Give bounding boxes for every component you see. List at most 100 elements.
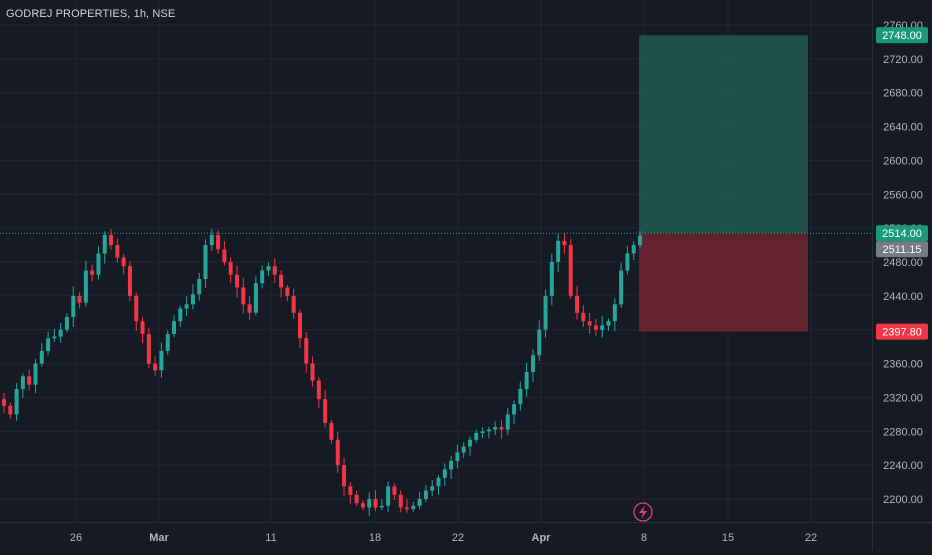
x-tick-label: 22 (452, 532, 464, 544)
lightning-icon-bolt (639, 505, 647, 519)
y-tick-label: 2640.00 (883, 122, 923, 134)
position-zones[interactable] (639, 35, 808, 332)
candle-body (146, 333, 151, 364)
candle-body (386, 486, 391, 506)
candle-body (430, 486, 435, 491)
candle-body (342, 465, 347, 487)
candle-body (39, 350, 44, 364)
candle-body (58, 329, 63, 337)
candle-body (234, 274, 239, 288)
candle-body (285, 287, 290, 296)
y-tick-label: 2280.00 (883, 426, 923, 438)
current-price-label-bg (876, 241, 928, 258)
candle-body (8, 405, 13, 415)
candle-body (253, 283, 258, 313)
candle-body (417, 499, 422, 506)
candle-body (524, 372, 529, 389)
candle-body (178, 308, 183, 322)
candle-body (411, 505, 416, 510)
candle-body (304, 338, 309, 364)
candle-body (593, 325, 598, 330)
candle-body (121, 257, 126, 267)
candle-body (165, 333, 170, 351)
candle-body (398, 494, 403, 508)
candle-body (216, 234, 221, 250)
y-tick-label: 2600.00 (883, 155, 923, 167)
candle-body (2, 399, 6, 406)
candle-body (581, 312, 586, 322)
candle-body (247, 304, 252, 313)
y-tick-label: 2360.00 (883, 359, 923, 371)
y-axis[interactable]: 2760.002720.002680.002640.002600.002560.… (883, 20, 923, 506)
candle-body (46, 338, 51, 351)
candle-body (272, 266, 277, 275)
candle-body (568, 245, 573, 296)
candle-body (159, 350, 164, 371)
candle-body (512, 404, 517, 415)
candle-body (499, 427, 504, 430)
candle-body (241, 287, 246, 305)
lightning-icon[interactable] (633, 502, 653, 522)
candle-body (33, 363, 38, 385)
y-tick-label: 2320.00 (883, 392, 923, 404)
stop-price-label-text: 2397.80 (882, 327, 922, 339)
y-tick-label: 2200.00 (883, 494, 923, 506)
x-tick-label: 15 (722, 532, 734, 544)
candle-body (190, 294, 195, 305)
x-tick-label: Apr (532, 532, 552, 544)
candle-body (405, 507, 410, 510)
y-tick-label: 2720.00 (883, 54, 923, 66)
candle-body (209, 234, 214, 246)
y-tick-label: 2240.00 (883, 460, 923, 472)
candle-body (266, 266, 271, 271)
candle-body (530, 355, 535, 373)
candle-body (549, 262, 554, 296)
y-tick-label: 2560.00 (883, 189, 923, 201)
x-axis[interactable]: 26 Mar 11 18 22 Apr 8 15 22 (70, 532, 817, 544)
lightning-icon-ring (633, 502, 653, 522)
candle-body (134, 295, 139, 322)
candle-body (222, 249, 227, 262)
candle-body (486, 429, 491, 432)
target-price-label-text: 2748.00 (882, 30, 922, 42)
price-labels: 2748.00 2514.00 2511.15 2397.80 (876, 27, 928, 340)
candle-body (638, 235, 642, 246)
candle-body (379, 505, 384, 508)
x-tick-label: 22 (805, 532, 817, 544)
y-tick-label: 2440.00 (883, 291, 923, 303)
y-tick-label: 2680.00 (883, 88, 923, 100)
current-price-label-text: 2511.15 (883, 244, 922, 256)
candle-body (543, 295, 548, 330)
candle-body (474, 432, 479, 440)
x-tick-label: 11 (265, 532, 276, 544)
candle-body (77, 295, 82, 303)
candle-body (279, 274, 284, 288)
candle-body (480, 431, 485, 433)
candle-body (127, 266, 132, 296)
candle-body (461, 446, 466, 453)
candle-body (625, 253, 630, 271)
x-tick-label: Mar (149, 532, 169, 544)
candle-body (505, 414, 510, 430)
candle-body (172, 321, 177, 334)
candle-body (423, 490, 428, 499)
candle-body (203, 245, 208, 279)
candle-body (310, 363, 315, 381)
candle-body (83, 270, 88, 303)
candle-body (392, 486, 397, 495)
candle-body (442, 469, 447, 478)
candle-body (109, 234, 114, 246)
candle-body (612, 304, 617, 322)
candle-body (297, 312, 302, 339)
candle-body (600, 325, 605, 330)
footer-icons[interactable] (633, 502, 653, 522)
stop-zone (639, 233, 808, 332)
candle-body (467, 439, 472, 447)
stop-price-label: 2397.80 (876, 323, 928, 340)
target-zone (639, 35, 808, 234)
candle-body (14, 388, 19, 415)
candle-body (260, 270, 265, 284)
candle-body (518, 388, 523, 405)
